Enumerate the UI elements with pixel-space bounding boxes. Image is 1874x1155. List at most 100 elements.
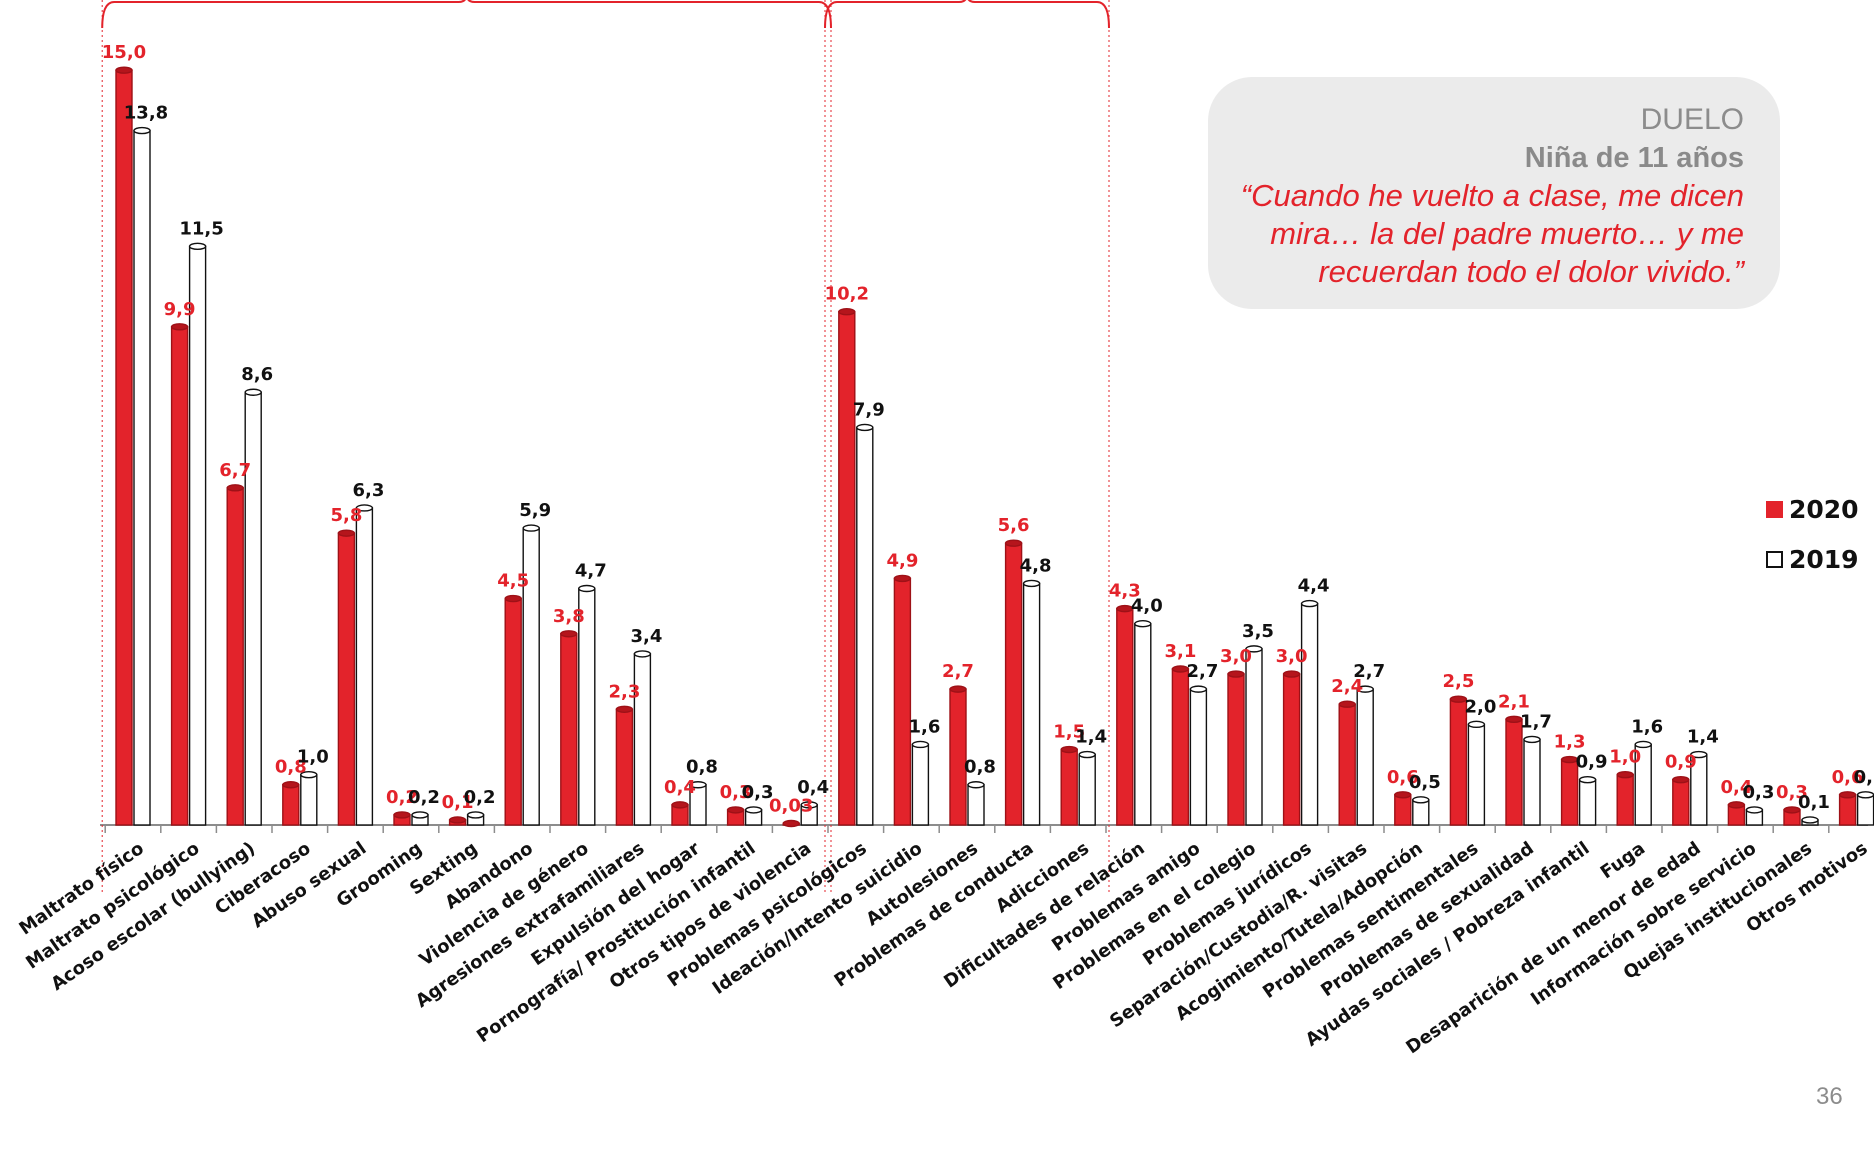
data-label-2019: 1,4 xyxy=(1687,727,1719,748)
bar-2020 xyxy=(838,308,856,826)
group-bracket xyxy=(101,0,832,29)
bar-2019 xyxy=(744,806,763,826)
data-label-2020: 15,0 xyxy=(102,42,146,63)
data-label-2019: 2,7 xyxy=(1186,661,1218,682)
data-label-2020: 0,3 xyxy=(1776,782,1808,803)
data-label-2020: 3,0 xyxy=(1276,646,1308,667)
bar-2019 xyxy=(1523,735,1541,826)
bar-2020 xyxy=(393,811,411,826)
bar-2020 xyxy=(1838,791,1857,826)
legend-swatch-2019 xyxy=(1766,550,1783,568)
data-label-2019: 13,8 xyxy=(124,103,168,124)
bar-2020 xyxy=(1004,539,1023,826)
bar-2020 xyxy=(115,66,133,826)
bar-2019 xyxy=(856,423,874,826)
bar-2019 xyxy=(911,740,930,826)
data-label-2019: 1,4 xyxy=(1075,727,1107,748)
bar-2019 xyxy=(1801,816,1819,826)
data-label-2019: 2,7 xyxy=(1353,661,1385,682)
bar-2019 xyxy=(411,811,429,826)
callout-category: DUELO xyxy=(1640,103,1744,136)
data-label-2020: 6,7 xyxy=(219,460,251,481)
bar-2019 xyxy=(300,770,318,826)
data-label-2020: 0,9 xyxy=(1665,752,1697,773)
bar-2020 xyxy=(1171,665,1190,826)
bar-2019 xyxy=(1189,685,1208,826)
bar-2020 xyxy=(1394,791,1412,826)
data-label-2019: 0,5 xyxy=(1409,772,1441,793)
legend-swatch-2020 xyxy=(1766,500,1783,518)
data-label-2019: 5,9 xyxy=(519,500,551,521)
data-label-2019: 0,3 xyxy=(742,782,774,803)
data-label-2019: 0,9 xyxy=(1576,752,1608,773)
data-label-2020: 2,7 xyxy=(942,661,974,682)
data-label-2020: 0,3 xyxy=(720,782,752,803)
quote-callout: DUELO Niña de 11 años “Cuando he vuelto … xyxy=(1208,77,1780,309)
data-label-2020: 1,5 xyxy=(1053,722,1085,743)
data-label-2019: 4,8 xyxy=(1020,555,1052,576)
data-label-2019: 7,9 xyxy=(853,399,885,420)
bar-2020 xyxy=(1672,776,1690,826)
data-label-2019: 11,5 xyxy=(179,218,223,239)
data-label-2020: 9,9 xyxy=(164,299,196,320)
bar-2020 xyxy=(1616,770,1634,826)
data-label-2020: 3,1 xyxy=(1164,641,1196,662)
data-label-2020: 10,2 xyxy=(825,284,869,305)
legend-item-2019: 2019 xyxy=(1766,534,1859,584)
callout-person: Niña de 11 años xyxy=(1524,142,1744,174)
bar-2020 xyxy=(949,685,967,826)
bar-2020 xyxy=(782,819,800,828)
bar-2019 xyxy=(1245,645,1263,826)
data-label-2019: 6,3 xyxy=(352,480,384,501)
data-label-2020: 3,0 xyxy=(1220,646,1252,667)
bar-2020 xyxy=(1505,715,1523,826)
bar-2019 xyxy=(689,781,707,826)
data-label-2020: 2,1 xyxy=(1498,691,1530,712)
data-label-2019: 0,1 xyxy=(1798,792,1830,813)
bar-2019 xyxy=(1856,791,1874,826)
data-label-2020: 2,5 xyxy=(1442,671,1474,692)
data-label-2019: 0,4 xyxy=(797,777,829,798)
data-label-2020: 5,8 xyxy=(330,505,362,526)
data-label-2020: 0,6 xyxy=(1832,767,1864,788)
data-label-2019: 0,3 xyxy=(1742,782,1774,803)
bar-2020 xyxy=(1227,670,1245,826)
data-label-2020: 0,1 xyxy=(442,792,474,813)
data-label-2020: 2,3 xyxy=(608,681,640,702)
bar-2020 xyxy=(1783,806,1801,826)
data-label-2020: 5,6 xyxy=(998,515,1030,536)
callout-quote: “Cuando he vuelto a clase, me dicen mira… xyxy=(1240,178,1744,289)
bar-2020 xyxy=(615,705,634,826)
bar-2020 xyxy=(448,816,467,826)
data-label-2020: 0,4 xyxy=(1720,777,1752,798)
bar-2019 xyxy=(1634,740,1652,826)
bar-2019 xyxy=(244,388,262,826)
data-label-2020: 0,8 xyxy=(275,757,307,778)
data-label-2019: 2,0 xyxy=(1464,696,1496,717)
bar-2019 xyxy=(1690,750,1708,826)
bar-2019 xyxy=(466,811,485,826)
data-label-2019: 4,0 xyxy=(1131,596,1163,617)
data-label-2019: 4,7 xyxy=(575,560,607,581)
bar-2020 xyxy=(337,529,356,826)
bar-2020 xyxy=(893,574,912,826)
bar-2020 xyxy=(560,630,578,826)
bar-2020 xyxy=(671,801,689,826)
legend-item-2020: 2020 xyxy=(1766,484,1859,534)
data-label-2019: 1,6 xyxy=(908,716,940,737)
bar-2019 xyxy=(578,584,596,826)
data-label-2019: 0,8 xyxy=(686,757,718,778)
data-label-2019: 1,7 xyxy=(1520,711,1552,732)
bar-2020 xyxy=(226,484,244,826)
bar-2020 xyxy=(1560,755,1579,826)
data-label-2020: 3,8 xyxy=(553,606,585,627)
data-label-2020: 1,0 xyxy=(1609,747,1641,768)
bar-2020 xyxy=(1060,745,1078,826)
data-label-2020: 2,4 xyxy=(1331,676,1363,697)
data-label-2020: 0,2 xyxy=(386,787,418,808)
data-label-2020: 4,9 xyxy=(886,550,918,571)
bar-2019 xyxy=(1356,685,1374,826)
bar-2020 xyxy=(1338,700,1356,826)
bar-2019 xyxy=(800,801,818,826)
